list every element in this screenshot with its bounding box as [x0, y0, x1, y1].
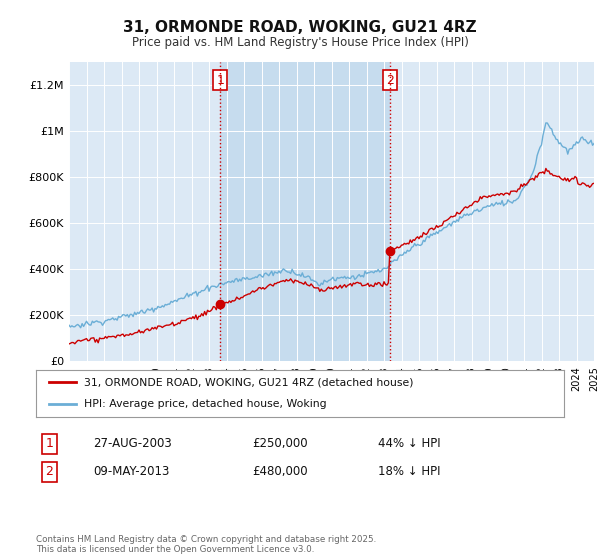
Text: 2: 2 — [45, 465, 53, 478]
Text: 31, ORMONDE ROAD, WOKING, GU21 4RZ: 31, ORMONDE ROAD, WOKING, GU21 4RZ — [123, 20, 477, 35]
Bar — [220, 62, 390, 361]
Text: 09-MAY-2013: 09-MAY-2013 — [93, 465, 169, 478]
Text: £250,000: £250,000 — [252, 437, 308, 450]
Text: Contains HM Land Registry data © Crown copyright and database right 2025.
This d: Contains HM Land Registry data © Crown c… — [36, 535, 376, 554]
Text: 27-AUG-2003: 27-AUG-2003 — [93, 437, 172, 450]
Text: 1: 1 — [217, 73, 224, 87]
Text: HPI: Average price, detached house, Woking: HPI: Average price, detached house, Woki… — [83, 399, 326, 409]
Text: £480,000: £480,000 — [252, 465, 308, 478]
Text: 44% ↓ HPI: 44% ↓ HPI — [378, 437, 440, 450]
Text: 31, ORMONDE ROAD, WOKING, GU21 4RZ (detached house): 31, ORMONDE ROAD, WOKING, GU21 4RZ (deta… — [83, 377, 413, 388]
Text: 18% ↓ HPI: 18% ↓ HPI — [378, 465, 440, 478]
Text: 1: 1 — [45, 437, 53, 450]
Text: 2: 2 — [386, 73, 394, 87]
Text: Price paid vs. HM Land Registry's House Price Index (HPI): Price paid vs. HM Land Registry's House … — [131, 36, 469, 49]
